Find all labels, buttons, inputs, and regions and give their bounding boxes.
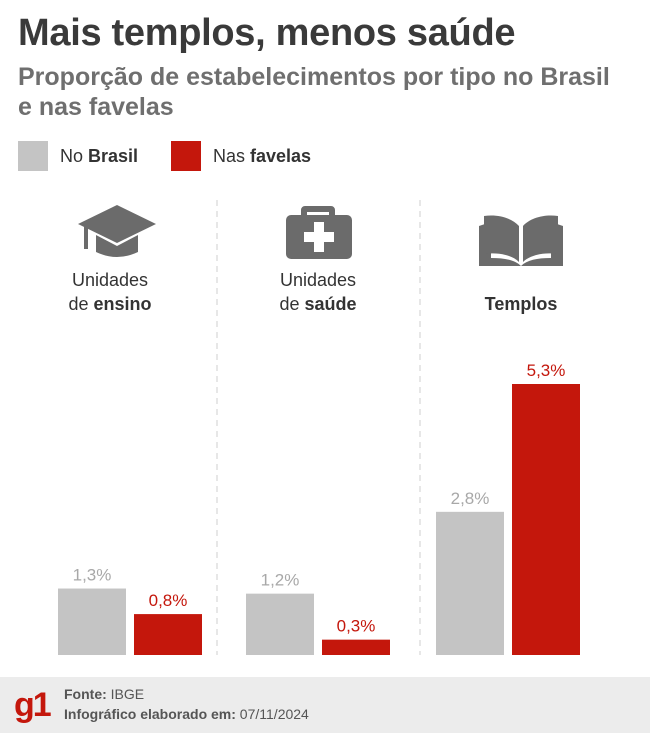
- medical-kit-icon: [286, 206, 352, 259]
- g1-logo: g1: [14, 686, 52, 724]
- legend-item-brasil: No Brasil: [18, 141, 138, 171]
- graduation-cap-icon: [78, 205, 156, 257]
- source-line: Fonte: IBGE: [64, 686, 145, 702]
- data-label: 2,8%: [451, 489, 490, 508]
- footer: g1 Fonte: IBGE Infográfico elaborado em:…: [0, 677, 650, 733]
- legend-item-favelas: Nas favelas: [171, 141, 311, 171]
- legend-label-brasil: No Brasil: [60, 145, 139, 166]
- category-label-line1: Unidades: [72, 270, 148, 290]
- category-label-line2: Templos: [485, 294, 558, 314]
- bar-brasil-3: [436, 511, 504, 655]
- data-label: 0,3%: [337, 617, 376, 636]
- category-label-line2: de saúde: [279, 294, 356, 314]
- data-label: 5,3%: [527, 361, 566, 380]
- open-book-icon: [479, 215, 563, 266]
- legend-swatch-brasil: [18, 141, 48, 171]
- page-title: Mais templos, menos saúde: [18, 12, 516, 54]
- legend-label-favelas: Nas favelas: [213, 145, 312, 166]
- bar-brasil-2: [246, 593, 314, 655]
- legend-swatch-favelas: [171, 141, 201, 171]
- category-label-line2: de ensino: [68, 294, 151, 314]
- category-label-line1: Unidades: [280, 270, 356, 290]
- data-label: 1,2%: [261, 571, 300, 590]
- bar-favelas-1: [134, 614, 202, 655]
- bar-favelas-2: [322, 639, 390, 655]
- page-subtitle: Proporção de estabelecimentos por tipo n…: [18, 63, 610, 121]
- bar-chart: Unidades de ensino Unidades de saúde Templos…: [58, 200, 580, 655]
- bar-favelas-3: [512, 384, 580, 655]
- data-label: 0,8%: [149, 591, 188, 610]
- credit-line: Infográfico elaborado em: 07/11/2024: [64, 706, 309, 722]
- bar-brasil-1: [58, 588, 126, 655]
- data-label: 1,3%: [73, 566, 112, 585]
